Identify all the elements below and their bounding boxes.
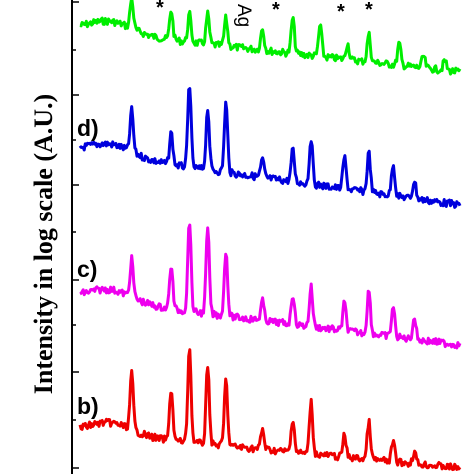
series-group <box>78 0 462 472</box>
peak-star-marker: * <box>365 0 373 21</box>
series-line-2 <box>78 87 462 209</box>
y-axis-ticks <box>72 1 79 469</box>
y-axis-label: Intensity in log scale (A.U.) <box>29 94 58 394</box>
curve-label-d: d) <box>77 115 99 141</box>
series-line-1 <box>79 0 462 76</box>
peak-star-marker: * <box>156 0 164 19</box>
ag-annotation: Ag <box>233 4 254 27</box>
peak-star-marker: * <box>272 0 280 21</box>
curve-label-b: b) <box>77 393 99 419</box>
series-line-4 <box>78 348 462 472</box>
curve-label-c: c) <box>77 256 97 282</box>
series-line-3 <box>79 223 462 350</box>
peak-star-marker: * <box>337 1 345 23</box>
